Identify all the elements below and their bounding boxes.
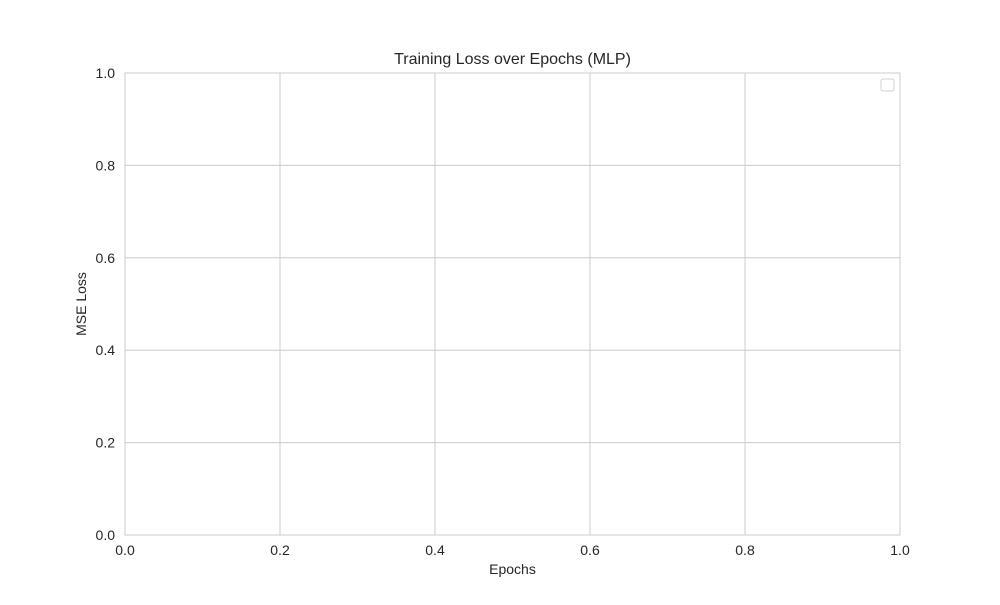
x-tick-label: 0.6: [580, 542, 600, 558]
x-tick-label: 0.0: [115, 542, 135, 558]
x-tick-label: 1.0: [890, 542, 910, 558]
x-tick-label: 0.2: [270, 542, 290, 558]
x-tick-label: 0.4: [425, 542, 445, 558]
y-tick-label: 0.6: [96, 250, 116, 266]
x-tick-label: 0.8: [735, 542, 755, 558]
y-tick-label: 0.4: [96, 342, 116, 358]
plot-background: [125, 73, 900, 535]
y-tick-label: 0.8: [96, 157, 116, 173]
x-axis-label: Epochs: [489, 561, 536, 577]
legend: [880, 78, 895, 92]
plot-frame: [124, 72, 901, 536]
y-tick-label: 0.0: [96, 527, 116, 543]
x-tick-labels: 0.0 0.2 0.4 0.6 0.8 1.0: [115, 542, 910, 558]
y-axis-label: MSE Loss: [73, 272, 89, 336]
y-tick-label: 1.0: [96, 65, 116, 81]
legend-box: [880, 78, 895, 92]
y-tick-label: 0.2: [96, 435, 116, 451]
chart-title: Training Loss over Epochs (MLP): [394, 51, 631, 68]
y-tick-labels: 0.0 0.2 0.4 0.6 0.8 1.0: [96, 65, 116, 543]
